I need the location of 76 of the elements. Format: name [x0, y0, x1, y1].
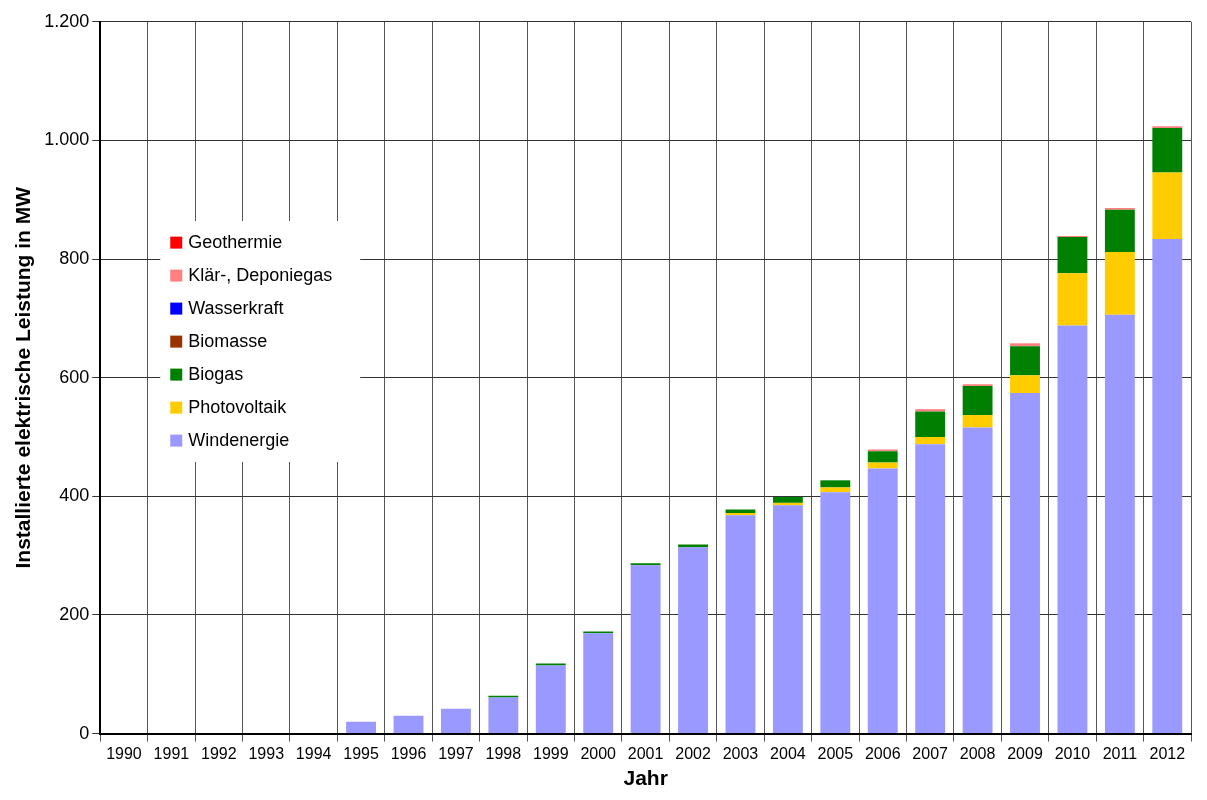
legend-label: Photovoltaik [188, 396, 288, 417]
bar [488, 697, 519, 734]
y-tick-label: 1.000 [44, 129, 90, 150]
bar [1057, 325, 1088, 734]
bar [583, 633, 614, 734]
bar [1104, 314, 1135, 734]
bar [772, 496, 803, 503]
y-tick-label: 400 [59, 485, 90, 506]
x-tick-label: 1997 [438, 744, 474, 762]
y-tick-label: 1.200 [44, 10, 90, 31]
x-tick-label: 2008 [959, 744, 996, 762]
bar [772, 505, 803, 734]
y-axis-title: Installierte elektrische Leistung in MW [11, 186, 35, 569]
x-tick-label: 2009 [1007, 744, 1043, 762]
x-tick-label: 1990 [106, 744, 142, 762]
x-tick-label: 2003 [722, 744, 759, 762]
y-tick-label: 200 [59, 603, 90, 624]
bar [1057, 273, 1088, 326]
bar [867, 451, 898, 463]
x-tick-label: 1993 [248, 744, 285, 762]
y-tick-label: 600 [59, 366, 90, 387]
bar [820, 480, 851, 488]
legend-label: Biomasse [188, 330, 268, 351]
legend-label: Biogas [188, 363, 244, 384]
x-tick-label: 1996 [390, 744, 427, 762]
bar [1152, 238, 1183, 734]
bar [1152, 172, 1183, 239]
legend-label: Klär-, Deponiegas [188, 264, 333, 285]
bar [725, 515, 756, 734]
bar [962, 427, 993, 734]
bar [915, 437, 946, 445]
x-tick-label: 2011 [1102, 744, 1138, 762]
bar [915, 411, 946, 438]
bar [440, 708, 471, 734]
x-tick-label: 2000 [580, 744, 617, 762]
x-tick-label: 1998 [485, 744, 522, 762]
bar [346, 721, 377, 734]
x-tick-label: 1991 [153, 744, 190, 762]
bar [1010, 343, 1040, 347]
x-axis-title: Jahr [623, 766, 668, 790]
bar [1057, 237, 1088, 274]
bar [1010, 346, 1040, 376]
x-tick-label: 1995 [343, 744, 379, 762]
x-tick-label: 2004 [770, 744, 806, 762]
x-tick-label: 1992 [201, 744, 237, 762]
bar [1010, 393, 1040, 734]
x-tick-label: 2010 [1054, 744, 1091, 762]
x-tick-label: 2002 [675, 744, 711, 762]
bar [1010, 375, 1040, 394]
x-tick-label: 1994 [295, 744, 332, 762]
bar [820, 487, 851, 493]
legend-label: Geothermie [188, 231, 283, 252]
bar [1152, 127, 1183, 173]
bar [962, 415, 993, 428]
bar [678, 544, 708, 548]
bar [915, 444, 946, 734]
bar [1104, 251, 1135, 315]
bar [962, 386, 993, 416]
x-tick-label: 2006 [864, 744, 901, 762]
y-tick-label: 800 [59, 248, 90, 269]
bar [867, 468, 898, 734]
bar [1104, 209, 1135, 252]
bar [535, 665, 566, 734]
bar [630, 565, 661, 734]
x-tick-label: 2012 [1149, 744, 1186, 762]
x-tick-label: 2005 [817, 744, 854, 762]
bar [915, 409, 946, 412]
y-tick-label: 0 [79, 722, 90, 743]
legend-label: Windenergie [188, 429, 290, 450]
legend-label: Wasserkraft [188, 297, 284, 318]
x-tick-label: 2007 [912, 744, 949, 762]
bar [678, 547, 708, 734]
bar [393, 715, 424, 734]
x-tick-label: 2001 [627, 744, 664, 762]
x-tick-label: 1999 [532, 744, 569, 762]
bar [820, 492, 851, 734]
